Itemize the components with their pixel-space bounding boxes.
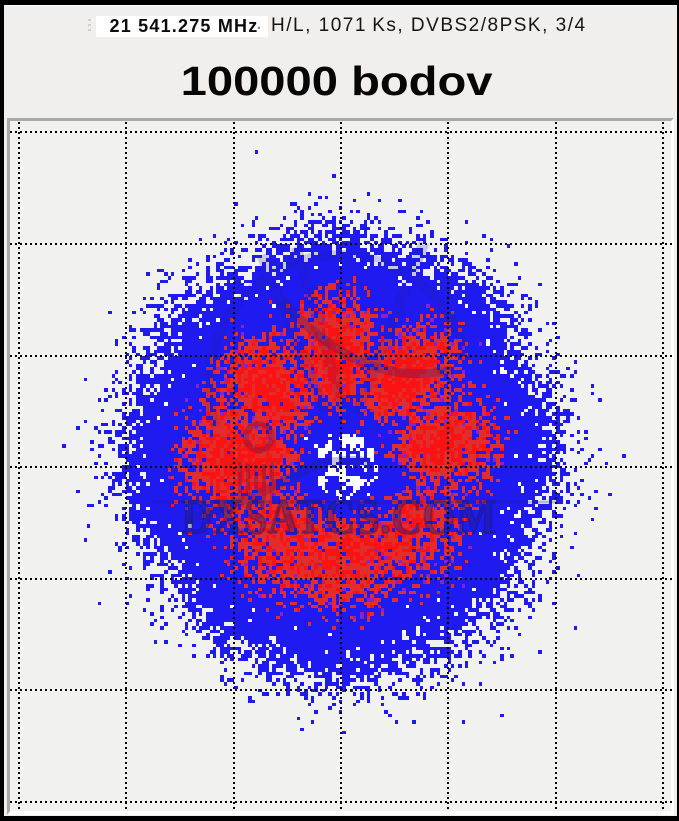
svg-text:DXSATCS.COM: DXSATCS.COM — [181, 490, 496, 545]
